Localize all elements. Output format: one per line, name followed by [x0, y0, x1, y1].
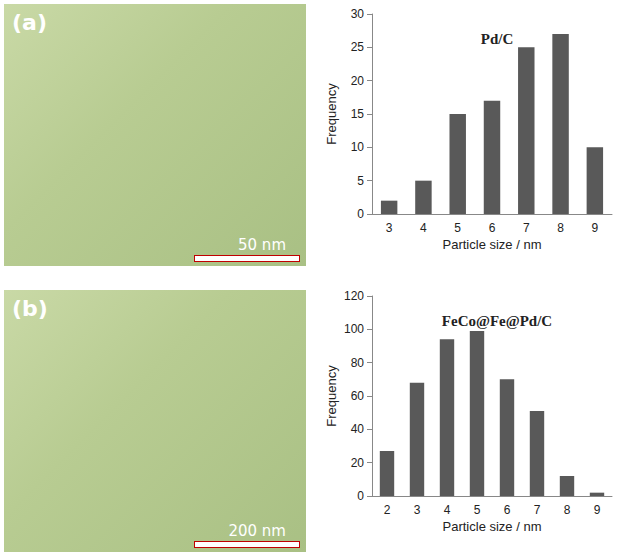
svg-text:2: 2 [384, 503, 391, 517]
svg-text:FeCo@Fe@Pd/C: FeCo@Fe@Pd/C [442, 313, 552, 329]
svg-text:25: 25 [351, 40, 365, 54]
svg-text:5: 5 [474, 503, 481, 517]
svg-text:20: 20 [351, 74, 365, 88]
html-text:200 nm: 200 nm [228, 522, 286, 540]
svg-text:100: 100 [344, 322, 364, 336]
html-text:(b): (b) [12, 296, 48, 321]
html-text:50 nm: 50 nm [238, 236, 286, 254]
svg-text:3: 3 [386, 221, 393, 235]
svg-text:5: 5 [357, 174, 364, 188]
svg-text:0: 0 [357, 489, 364, 503]
svg-text:15: 15 [351, 107, 365, 121]
svg-text:Frequency: Frequency [324, 83, 339, 145]
svg-text:20: 20 [351, 456, 365, 470]
svg-text:40: 40 [351, 422, 365, 436]
svg-text:6: 6 [489, 221, 496, 235]
html-text:(a): (a) [12, 10, 47, 35]
svg-text:10: 10 [351, 140, 365, 154]
svg-text:7: 7 [534, 503, 541, 517]
svg-text:60: 60 [351, 389, 365, 403]
svg-text:3: 3 [414, 503, 421, 517]
svg-text:80: 80 [351, 356, 365, 370]
svg-text:Frequency: Frequency [324, 365, 339, 427]
svg-text:120: 120 [344, 289, 364, 303]
svg-text:Particle size / nm: Particle size / nm [443, 519, 542, 534]
svg-text:0: 0 [357, 207, 364, 221]
svg-text:5: 5 [454, 221, 461, 235]
svg-text:30: 30 [351, 7, 365, 21]
svg-text:4: 4 [420, 221, 427, 235]
svg-text:8: 8 [557, 221, 564, 235]
svg-text:7: 7 [523, 221, 530, 235]
svg-text:Pd/C: Pd/C [481, 31, 514, 47]
svg-text:9: 9 [592, 221, 599, 235]
svg-text:4: 4 [444, 503, 451, 517]
svg-text:6: 6 [504, 503, 511, 517]
svg-text:8: 8 [564, 503, 571, 517]
svg-text:Particle size / nm: Particle size / nm [443, 237, 542, 252]
svg-text:9: 9 [594, 503, 601, 517]
